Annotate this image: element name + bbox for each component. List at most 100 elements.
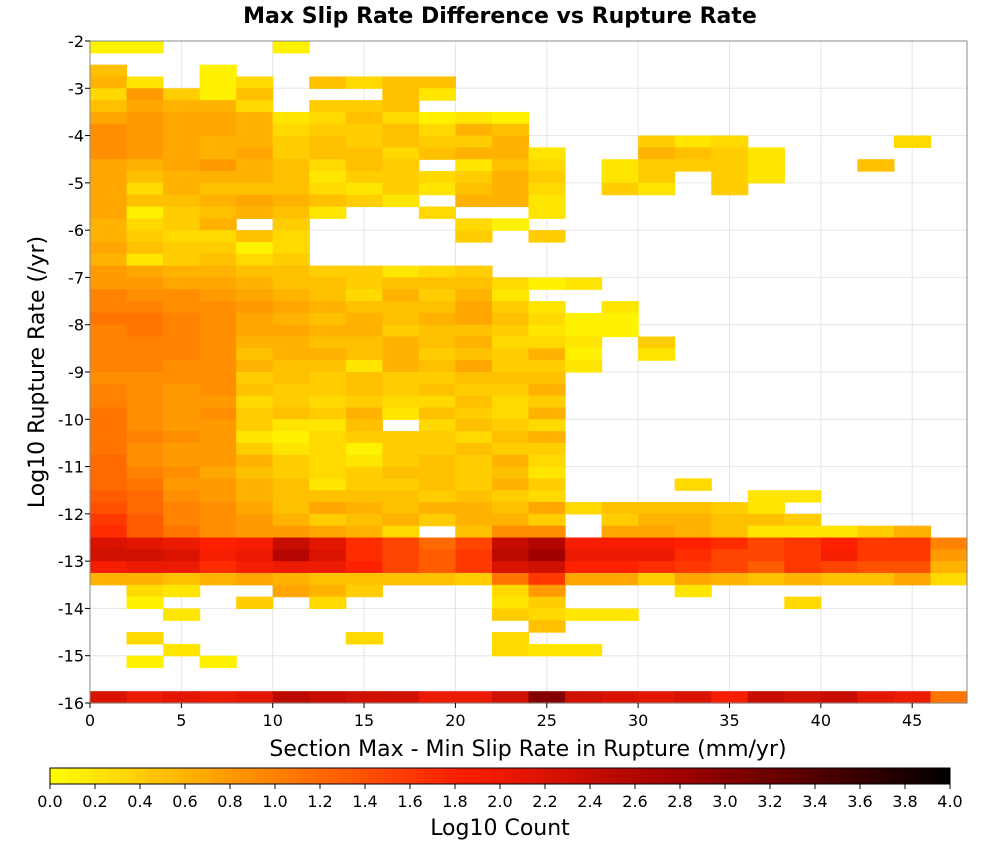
heatmap-cell	[236, 478, 274, 491]
heatmap-cell	[163, 230, 201, 243]
heatmap-cell	[126, 525, 164, 539]
heatmap-cell	[418, 123, 457, 137]
heatmap-cell	[638, 525, 676, 539]
heatmap-cell	[199, 182, 237, 196]
heatmap-cell	[820, 525, 858, 539]
heatmap-cell	[455, 572, 493, 586]
heatmap-cell	[528, 171, 566, 184]
heatmap-cell	[90, 41, 128, 54]
heatmap-cell	[528, 620, 566, 633]
heatmap-cell	[345, 135, 383, 148]
heatmap-cell	[236, 88, 274, 101]
heatmap-cell	[90, 372, 128, 385]
heatmap-cell	[272, 525, 310, 539]
heatmap-cell	[126, 442, 164, 456]
colorbar	[49, 767, 951, 785]
heatmap-cell	[382, 336, 420, 349]
heatmap-cell	[272, 549, 310, 562]
heatmap-cell	[126, 490, 164, 503]
heatmap-cell	[199, 431, 237, 444]
heatmap-cell	[930, 537, 968, 550]
colorbar-tick-label: 2.8	[667, 792, 692, 811]
heatmap-cell	[272, 241, 310, 255]
heatmap-cell	[199, 100, 237, 113]
heatmap-cell	[418, 549, 457, 562]
heatmap-cell	[820, 572, 858, 586]
heatmap-cell	[126, 301, 164, 314]
heatmap-cell	[491, 111, 530, 125]
heatmap-cell	[163, 147, 201, 160]
heatmap-cell	[893, 549, 932, 562]
heatmap-cell	[491, 336, 530, 349]
heatmap-cell	[455, 537, 493, 550]
heatmap-cell	[565, 643, 603, 657]
heatmap-cell	[638, 182, 676, 196]
heatmap-cell	[309, 100, 347, 113]
heatmap-cell	[565, 608, 603, 621]
heatmap-cell	[382, 383, 420, 397]
heatmap-cell	[638, 159, 676, 172]
heatmap-cell	[236, 123, 274, 137]
heatmap-cell	[163, 383, 201, 397]
y-tick-label: -6	[68, 221, 84, 240]
heatmap-cell	[126, 360, 164, 373]
heatmap-cell	[309, 584, 347, 598]
heatmap-cell	[345, 478, 383, 491]
heatmap-cell	[309, 301, 347, 314]
heatmap-cell	[309, 442, 347, 456]
heatmap-cell	[418, 88, 457, 101]
heatmap-cell	[455, 348, 493, 361]
heatmap-cell	[126, 561, 164, 574]
heatmap-cell	[638, 549, 676, 562]
heatmap-cell	[272, 372, 310, 385]
heatmap-cell	[418, 111, 457, 125]
heatmap-cell	[90, 241, 128, 255]
colorbar-tick-label: 4.0	[937, 792, 962, 811]
heatmap-cell	[272, 336, 310, 349]
heatmap-cell	[90, 407, 128, 420]
heatmap-cell	[674, 584, 712, 598]
heatmap-cell	[820, 691, 858, 704]
heatmap-cell	[272, 502, 310, 515]
heatmap-cell	[491, 301, 530, 314]
heatmap-cell	[126, 596, 164, 610]
heatmap-cell	[309, 525, 347, 539]
heatmap-cell	[236, 549, 274, 562]
heatmap-cell	[674, 478, 712, 491]
heatmap-cell	[382, 135, 420, 148]
heatmap-cell	[345, 147, 383, 160]
heatmap-cell	[491, 123, 530, 137]
colorbar-tick-label: 0.6	[172, 792, 197, 811]
heatmap-cell	[455, 194, 493, 208]
heatmap-cell	[491, 395, 530, 409]
heatmap-cell	[565, 549, 603, 562]
heatmap-cell	[418, 171, 457, 184]
heatmap-cell	[309, 513, 347, 527]
heatmap-cell	[711, 147, 749, 160]
heatmap-cell	[528, 312, 566, 326]
heatmap-cell	[236, 76, 274, 89]
heatmap-cell	[382, 147, 420, 160]
heatmap-cell	[126, 395, 164, 409]
heatmap-cell	[272, 442, 310, 456]
heatmap-cell	[199, 76, 237, 89]
heatmap-cell	[528, 301, 566, 314]
heatmap-cell	[601, 324, 639, 338]
heatmap-cell	[491, 324, 530, 338]
heatmap-cell	[272, 159, 310, 172]
heatmap-cell	[784, 691, 822, 704]
colorbar-tick-label: 2.4	[577, 792, 602, 811]
heatmap-cell	[126, 549, 164, 562]
heatmap-cell	[638, 147, 676, 160]
heatmap-cell	[820, 549, 858, 562]
heatmap-cell	[345, 336, 383, 349]
heatmap-cell	[163, 431, 201, 444]
heatmap-cell	[199, 572, 237, 586]
heatmap-cell	[382, 111, 420, 125]
heatmap-cell	[163, 218, 201, 231]
heatmap-cell	[236, 348, 274, 361]
heatmap-cell	[528, 537, 566, 550]
heatmap-cell	[163, 312, 201, 326]
heatmap-cell	[601, 608, 639, 621]
heatmap-cell	[199, 123, 237, 137]
